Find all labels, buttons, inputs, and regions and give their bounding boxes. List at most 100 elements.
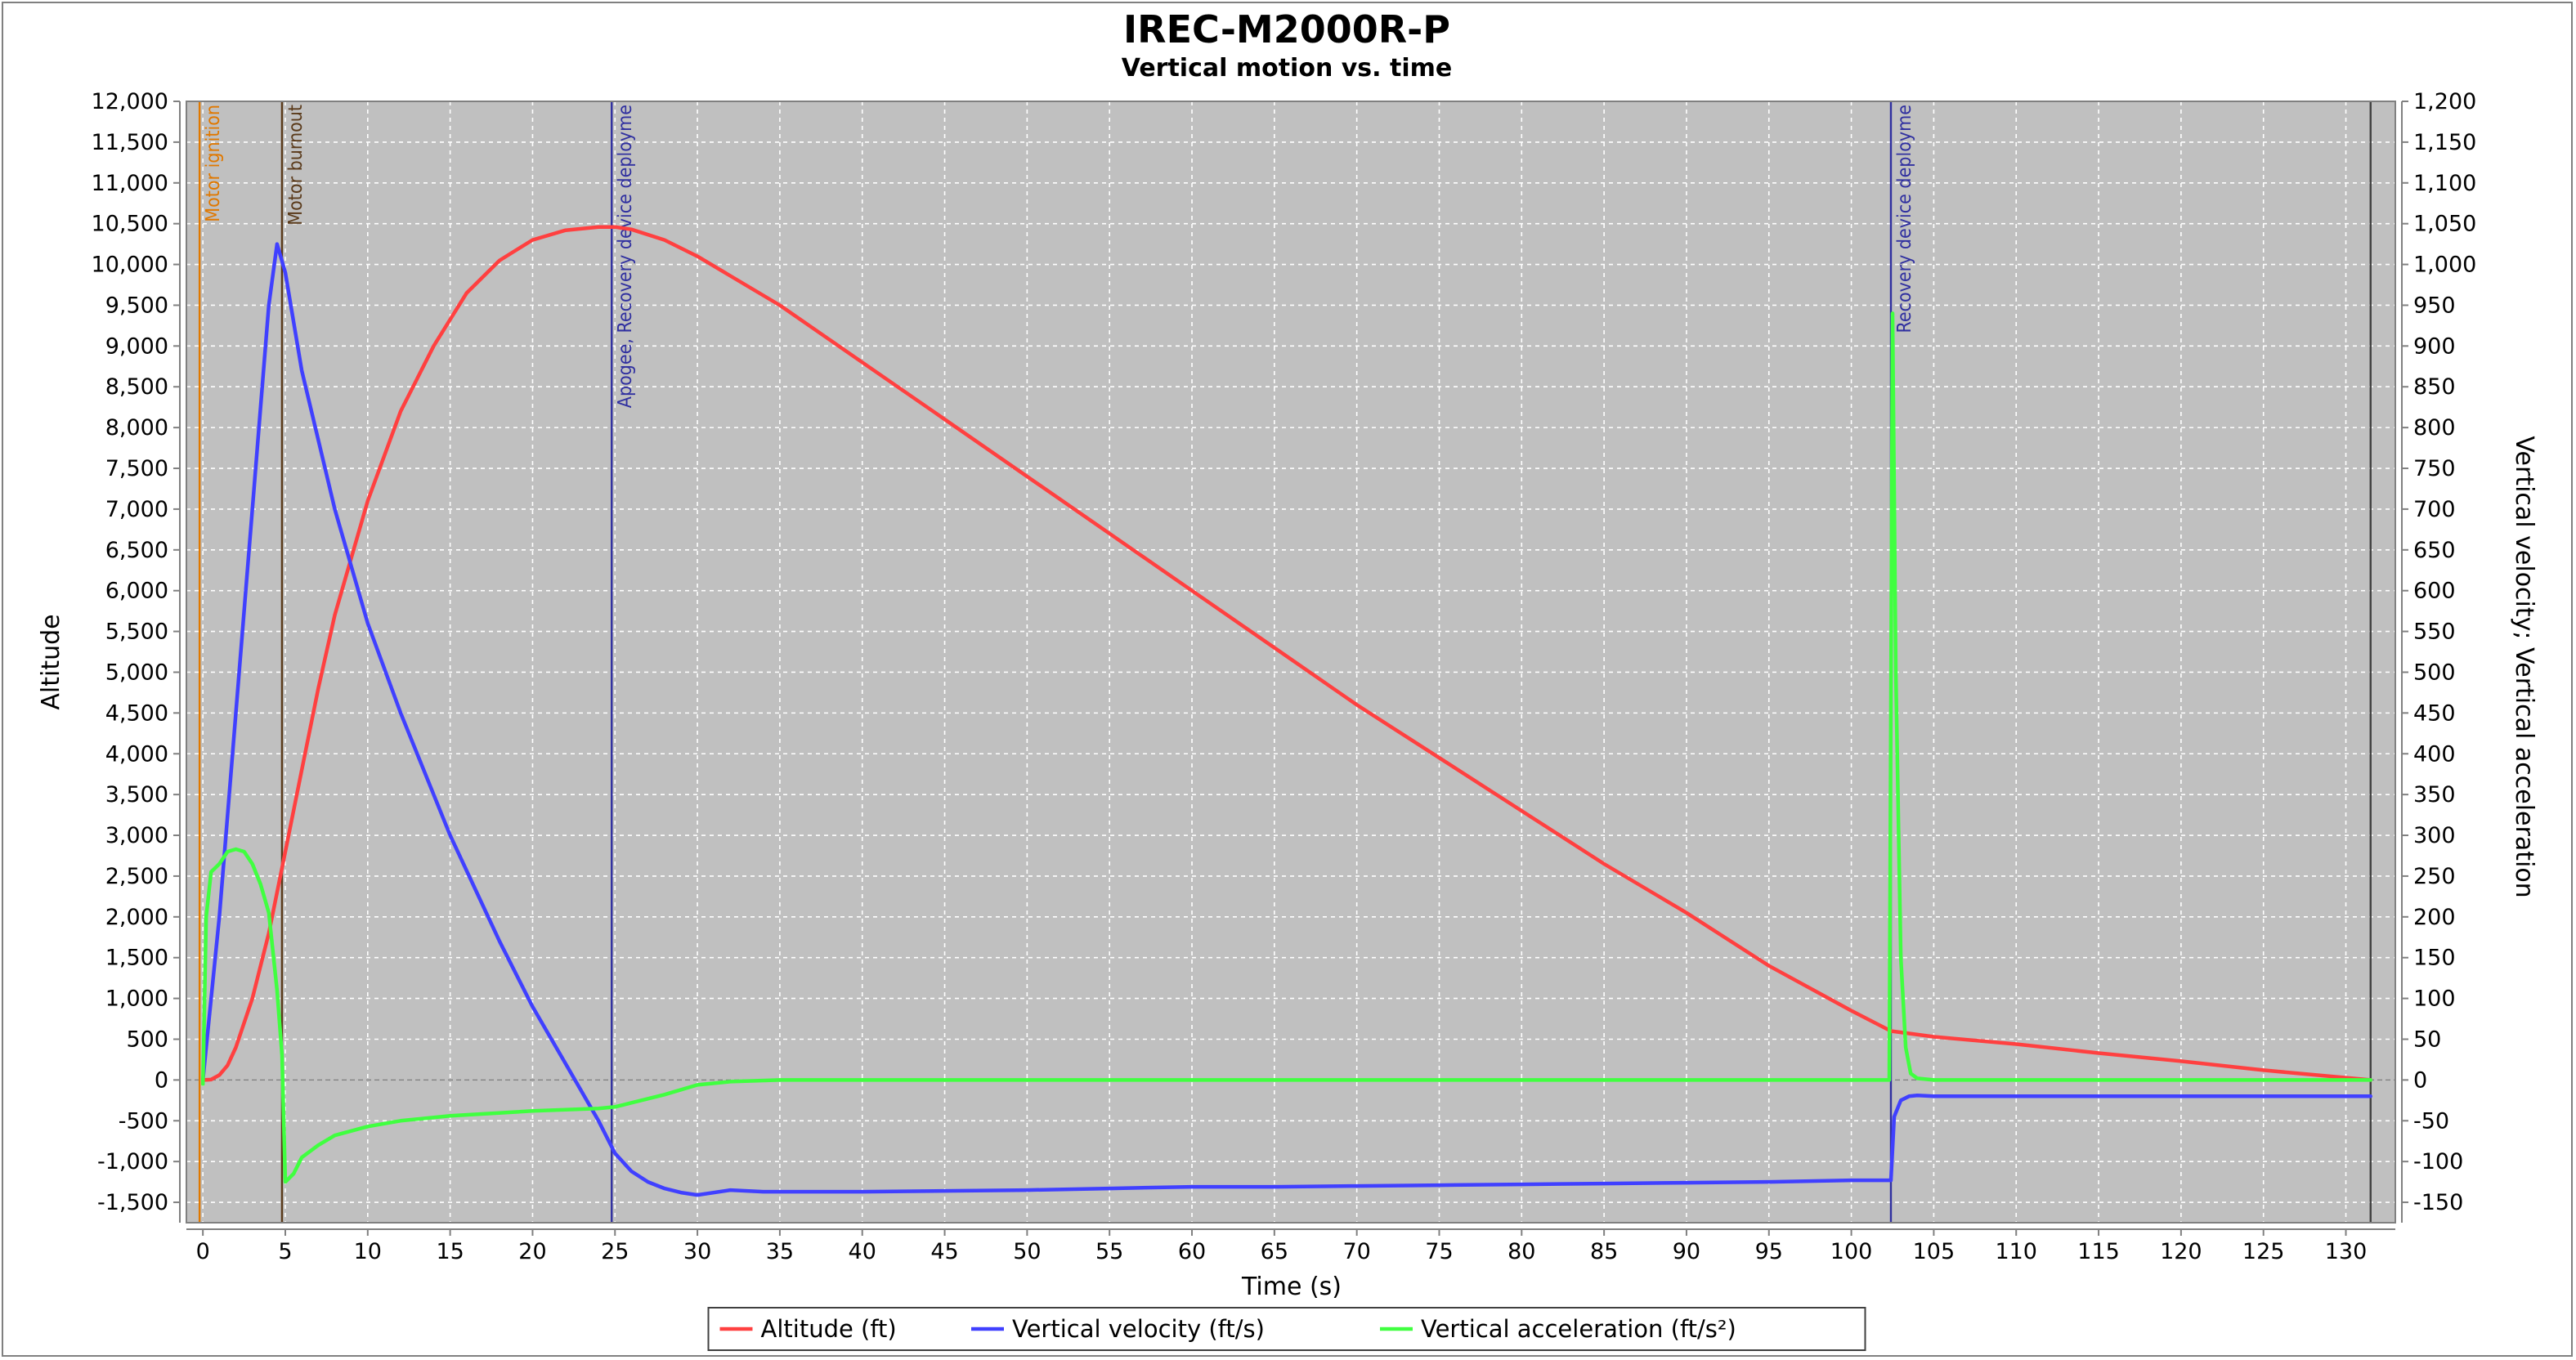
y-left-tick-label-3: 0 [155,1067,168,1093]
y-right-tick-label-11: 400 [2413,741,2456,767]
y-right-tick-label-21: 900 [2413,333,2456,359]
x-tick-label-11: 55 [1095,1239,1123,1264]
x-tick-label-21: 105 [1913,1239,1956,1264]
y-right-tick-label-22: 950 [2413,293,2456,318]
x-tick-label-14: 70 [1342,1239,1370,1264]
y-left-tick-label-20: 8,500 [105,374,168,400]
y-left-tick-label-25: 11,000 [92,171,168,196]
x-tick-label-25: 125 [2242,1239,2285,1264]
y-right-tick-label-8: 250 [2413,864,2456,889]
y-left-tick-label-22: 9,500 [105,293,168,318]
y-left-tick-label-10: 3,500 [105,782,168,808]
y-left-tick-label-21: 9,000 [105,333,168,359]
series-line-0 [200,225,2373,1082]
x-tick-label-23: 115 [2077,1239,2120,1264]
y-right-tick-label-0: -150 [2413,1190,2463,1215]
y-left-tick-label-4: 500 [126,1027,168,1052]
y-left-tick-label-17: 7,000 [105,497,168,522]
legend: Altitude (ft) Vertical velocity (ft/s) Ver… [707,1307,1866,1351]
plot-border [186,101,2396,1224]
y-right-tick-label-5: 100 [2413,986,2456,1012]
y-right-tick-label-24: 1,050 [2413,212,2476,237]
event-label-3: Recovery device deployme [1894,105,1915,333]
x-tick-label-9: 45 [930,1239,958,1264]
y-left-tick-label-23: 10,000 [92,253,168,278]
x-tick-label-12: 60 [1178,1239,1206,1264]
x-tick-label-2: 10 [354,1239,382,1264]
y-right-tick-label-18: 750 [2413,456,2456,481]
legend-box [707,1307,1866,1351]
y-right-tick-label-25: 1,100 [2413,171,2476,196]
y-right-tick-label-10: 350 [2413,782,2456,808]
y-right-tick-label-20: 850 [2413,374,2456,400]
plot-area [186,101,2395,1223]
y-left-tick-label-16: 6,500 [105,538,168,563]
legend-label-1: Vertical velocity (ft/s) [1012,1315,1265,1343]
y-left-tick-label-6: 1,500 [105,946,168,971]
y-left-tick-label-0: -1,500 [97,1190,168,1215]
y-right-tick-label-12: 450 [2413,700,2456,726]
x-tick-label-5: 25 [601,1239,629,1264]
y-right-tick-label-2: -50 [2413,1108,2449,1134]
y-left-tick-label-15: 6,000 [105,579,168,604]
y-left-tick-label-24: 10,500 [92,212,168,237]
y-right-tick-label-16: 650 [2413,538,2456,563]
y-right-tick-label-7: 200 [2413,905,2456,930]
x-tick-label-20: 100 [1830,1239,1873,1264]
y-left-axis: -1,500 -1,000 -500 0 500 1,000 1,500 2,000 2,500… [92,89,181,1223]
x-axis: 0 5 10 15 20 25 30 35 40 45 50 55 60 65 70 75 80 85 90 95 10… [186,1228,2395,1264]
y-left-tick-label-19: 8,000 [105,415,168,441]
y-right-tick-label-14: 550 [2413,620,2456,645]
chart-title: IREC-M2000R-P [1123,7,1450,51]
y-left-tick-label-1: -1,000 [97,1149,168,1174]
legend-label-2: Vertical acceleration (ft/s²) [1421,1315,1736,1343]
x-tick-label-17: 85 [1590,1239,1618,1264]
y-right-tick-label-17: 700 [2413,497,2456,522]
y-left-tick-label-11: 4,000 [105,741,168,767]
x-tick-label-15: 75 [1425,1239,1453,1264]
y-left-tick-label-26: 11,500 [92,130,168,155]
y-left-tick-label-18: 7,500 [105,456,168,481]
y-right-tick-label-6: 150 [2413,946,2456,971]
x-tick-label-24: 120 [2160,1239,2202,1264]
x-tick-label-19: 95 [1755,1239,1783,1264]
chart-subtitle: Vertical motion vs. time [1122,54,1453,83]
y-left-tick-label-9: 3,000 [105,823,168,848]
y-right-tick-label-27: 1,200 [2413,89,2476,114]
y-right-tick-label-26: 1,150 [2413,130,2476,155]
y-left-tick-label-7: 2,000 [105,905,168,930]
x-tick-label-8: 40 [849,1239,876,1264]
y-left-axis-label: Altitude [37,614,65,709]
y-left-tick-label-12: 4,500 [105,700,168,726]
y-right-tick-label-15: 600 [2413,579,2456,604]
y-right-tick-label-23: 1,000 [2413,253,2476,278]
y-left-tick-label-13: 5,000 [105,660,168,685]
x-tick-label-13: 65 [1261,1239,1288,1264]
x-tick-label-0: 0 [196,1239,210,1264]
x-tick-label-3: 15 [436,1239,464,1264]
event-label-0: Motor ignition [203,105,224,222]
series-line-2 [200,311,2373,1184]
x-tick-label-6: 30 [683,1239,711,1264]
y-left-tick-label-14: 5,500 [105,620,168,645]
event-label-1: Motor burnout [285,105,307,226]
flight-events: Motor ignition Motor burnout Apogee, Recov… [198,101,2372,1223]
y-right-tick-label-4: 50 [2413,1027,2441,1052]
y-right-axis: -150 -100 -50 0 50 100 150 200 250 300 350 400 450 50… [2401,89,2476,1223]
series-layer [200,225,2373,1197]
x-tick-label-16: 80 [1508,1239,1535,1264]
y-right-tick-label-3: 0 [2413,1067,2427,1093]
series-line-1 [200,242,2373,1197]
legend-label-0: Altitude (ft) [761,1315,897,1343]
x-tick-label-10: 50 [1013,1239,1041,1264]
y-right-axis-label: Vertical velocity; Vertical acceleration [2510,436,2538,897]
x-tick-label-7: 35 [766,1239,794,1264]
x-tick-label-4: 20 [518,1239,546,1264]
event-label-2: Apogee, Recovery device deployme [615,105,636,408]
y-right-tick-label-13: 500 [2413,660,2456,685]
y-right-tick-label-1: -100 [2413,1149,2463,1174]
x-tick-label-18: 90 [1673,1239,1700,1264]
x-axis-label: Time (s) [1241,1273,1342,1301]
x-tick-label-1: 5 [278,1239,292,1264]
